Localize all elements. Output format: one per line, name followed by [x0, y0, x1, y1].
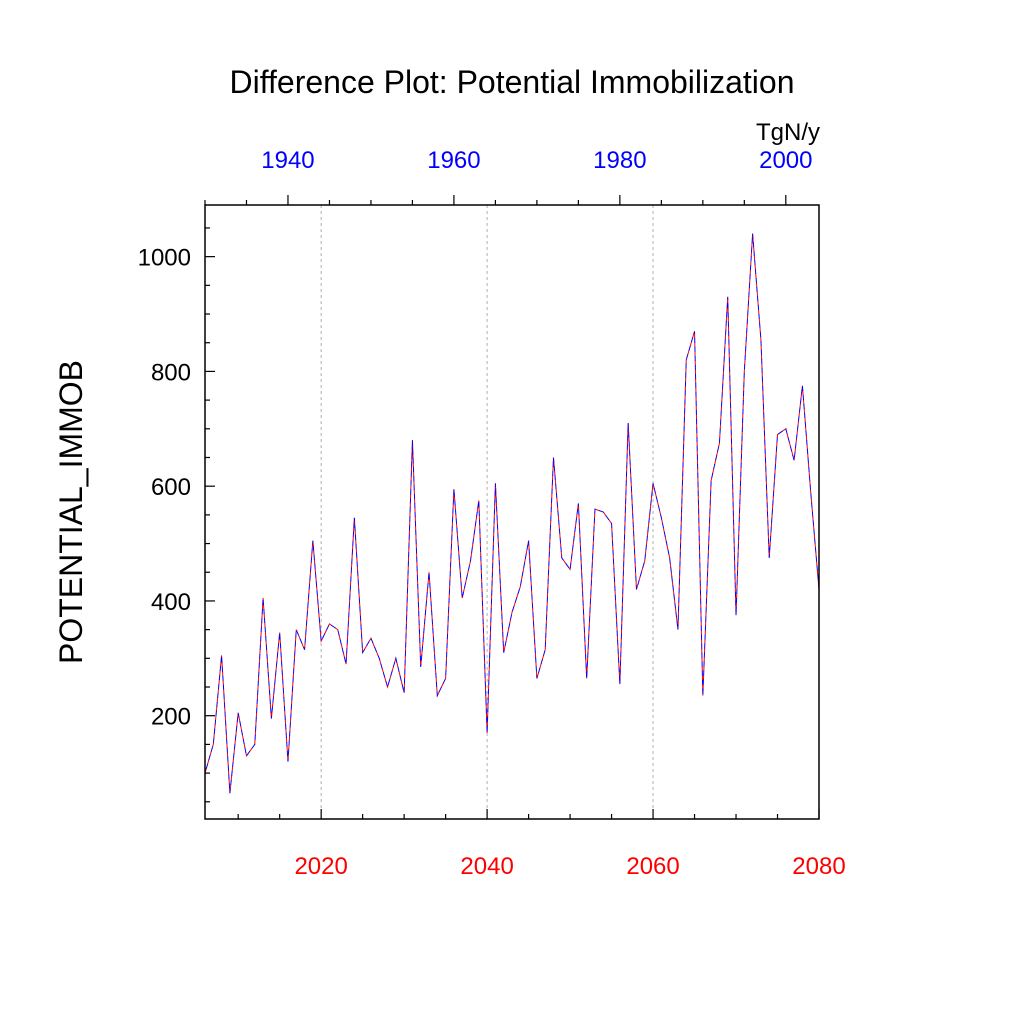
plot-frame — [204, 204, 820, 820]
series-line-bottom-axis-series — [204, 233, 820, 794]
chart-title: Difference Plot: Potential Immobilizatio… — [229, 64, 794, 100]
y-axis-label: POTENTIAL_IMMOB — [53, 360, 89, 664]
x-bottom-tick-label: 2040 — [460, 853, 513, 880]
x-top-tick-label: 1960 — [427, 147, 480, 174]
x-bottom-tick-label: 2060 — [626, 853, 679, 880]
y-tick-label: 600 — [151, 474, 191, 501]
axis-layer: 200 400 600 800 1000 2020 2040 2060 2080 1940 1960… — [138, 147, 846, 880]
y-tick-label: 1000 — [138, 245, 191, 272]
x-top-tick-label: 1940 — [261, 147, 314, 174]
units-label: TgN/y — [756, 119, 820, 146]
y-tick-label: 400 — [151, 589, 191, 616]
x-top-tick-label: 2000 — [759, 147, 812, 174]
grid-layer — [320, 205, 654, 819]
x-bottom-tick-label: 2020 — [294, 853, 347, 880]
x-bottom-tick-label: 2080 — [792, 853, 845, 880]
y-tick-label: 800 — [151, 359, 191, 386]
series-line-top-axis-series — [204, 233, 820, 794]
series-layer — [204, 233, 820, 794]
y-tick-label: 200 — [151, 704, 191, 731]
x-top-tick-label: 1980 — [593, 147, 646, 174]
